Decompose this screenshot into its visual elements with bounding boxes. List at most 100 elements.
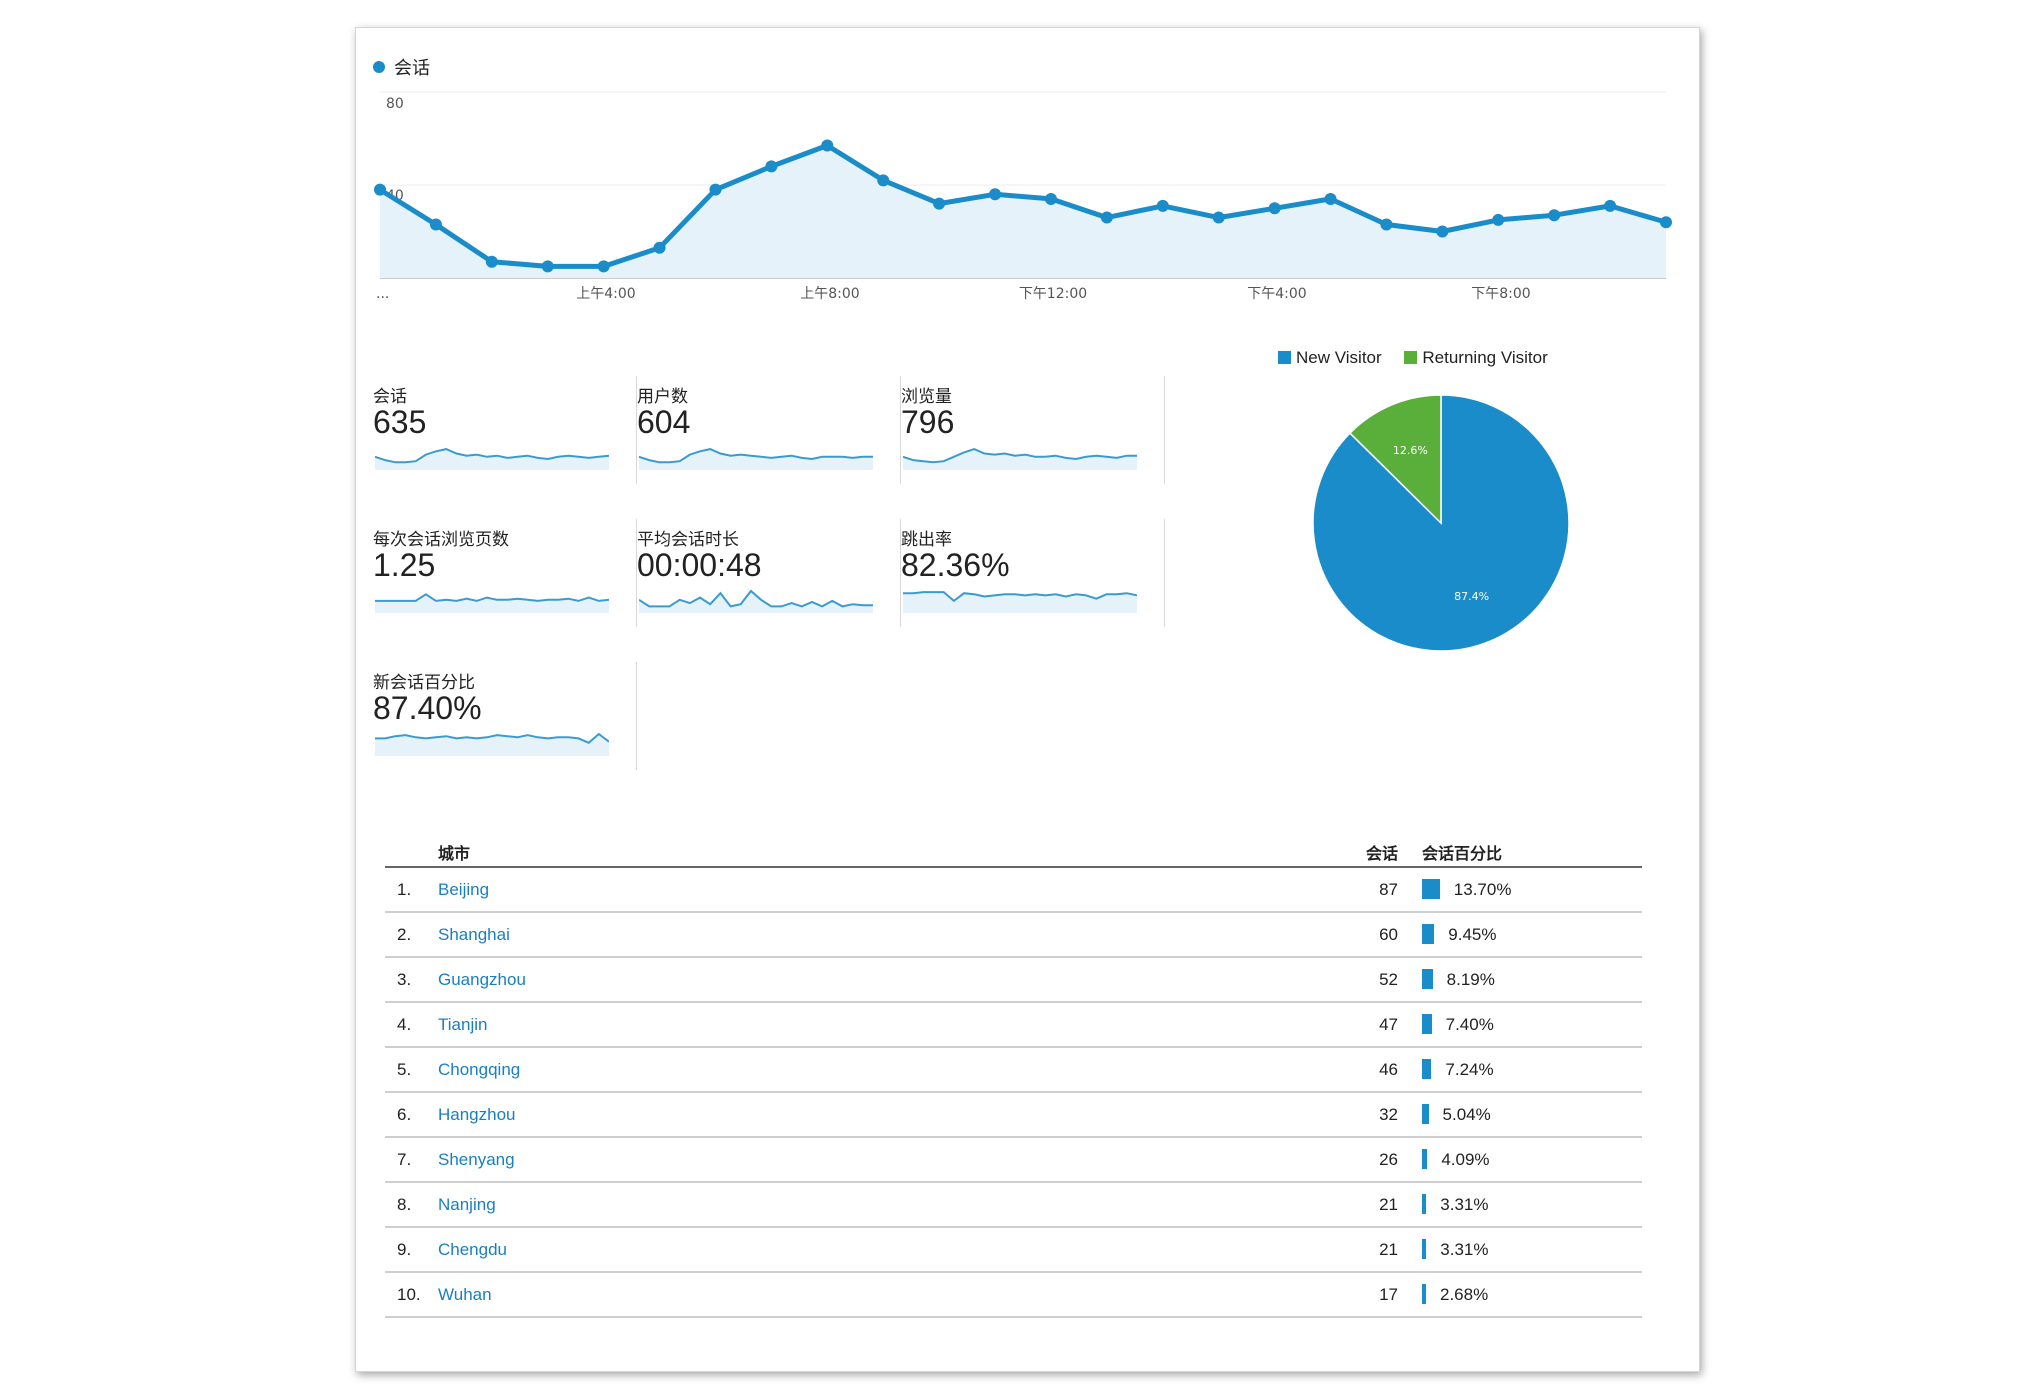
data-point[interactable] [765,160,778,173]
data-point[interactable] [1660,216,1672,229]
metric-new-sessions-pct[interactable]: 新会话百分比 87.40% [373,662,637,770]
row-sessions: 26 [1338,1137,1422,1183]
city-link[interactable]: Hangzhou [438,1092,1338,1138]
city-table: 城市 会话 会话百分比 1. Beijing 87 13.70% 2. Shanghai 6… [385,837,1642,1318]
city-link[interactable]: Chengdu [438,1227,1338,1273]
row-pct: 7.24% [1445,1060,1494,1079]
metric-label: 会话 [373,387,407,407]
city-link[interactable]: Shanghai [438,912,1338,958]
sparkline-area [903,592,1137,613]
data-point[interactable] [1492,213,1505,226]
legend-swatch [1278,351,1291,364]
pct-bar [1422,924,1435,944]
city-link[interactable]: Beijing [438,867,1338,913]
data-point[interactable] [1548,209,1561,222]
metric-users[interactable]: 用户数 604 [637,376,901,484]
metric-sparkline [375,732,609,756]
pie-legend-item[interactable]: New Visitor [1278,348,1382,368]
table-row: 4. Tianjin 47 7.40% [385,1002,1642,1048]
row-pct: 2.68% [1440,1285,1489,1304]
data-point[interactable] [541,260,554,273]
table-header-row: 城市 会话 会话百分比 [385,837,1642,868]
legend-label: 会话 [394,58,430,79]
row-rank: 2. [385,912,438,958]
city-column-header[interactable]: 城市 [438,837,1338,868]
metric-sessions[interactable]: 会话 635 [373,376,637,484]
x-tick-label: 上午8:00 [800,286,859,302]
metric-avg-session-duration[interactable]: 平均会话时长 00:00:48 [637,519,901,627]
metric-value: 796 [901,404,955,440]
metric-value: 1.25 [373,547,436,583]
data-point[interactable] [485,255,498,268]
city-link[interactable]: Shenyang [438,1137,1338,1183]
x-tick-label: 下午12:00 [1019,286,1087,302]
city-link[interactable]: Guangzhou [438,957,1338,1003]
data-point[interactable] [933,197,946,210]
table-row: 9. Chengdu 21 3.31% [385,1227,1642,1273]
row-rank: 9. [385,1227,438,1273]
data-point[interactable] [877,174,890,187]
metric-label: 新会话百分比 [373,673,475,693]
pct-column-header[interactable]: 会话百分比 [1422,837,1642,868]
sparkline-line [375,593,609,602]
rank-header [385,837,438,868]
data-point[interactable] [1156,199,1169,212]
table-row: 2. Shanghai 60 9.45% [385,912,1642,958]
pct-bar [1422,879,1440,899]
data-point[interactable] [709,183,722,196]
visitor-type-pie-chart: 87.4% 12.6% [1312,394,1570,652]
row-rank: 5. [385,1047,438,1093]
sparkline-area [375,594,609,613]
row-pct: 13.70% [1453,880,1512,899]
pie-slice-returning-visitor[interactable] [1348,394,1442,525]
legend-swatch [1404,351,1418,364]
city-link[interactable]: Tianjin [438,1002,1338,1048]
row-sessions: 46 [1338,1047,1422,1093]
row-sessions: 52 [1338,957,1422,1003]
x-tick-label: 上午4:00 [576,286,635,302]
data-point[interactable] [597,260,610,273]
data-point[interactable] [821,139,834,152]
sessions-column-header[interactable]: 会话 [1338,837,1422,868]
pie-slice-label: 12.6% [1393,444,1428,457]
data-point[interactable] [374,183,386,196]
row-sessions: 60 [1338,912,1422,958]
data-point[interactable] [429,218,442,231]
row-pct-cell: 7.24% [1422,1047,1642,1093]
city-link[interactable]: Nanjing [438,1182,1338,1228]
metric-pages-per-session[interactable]: 每次会话浏览页数 1.25 [373,519,637,627]
metric-sparkline [375,593,609,613]
metric-bounce-rate[interactable]: 跳出率 82.36% [901,519,1165,627]
data-point[interactable] [1324,192,1337,205]
city-link[interactable]: Wuhan [438,1272,1338,1318]
metric-value: 82.36% [901,547,1010,583]
row-sessions: 21 [1338,1227,1422,1273]
metric-pageviews[interactable]: 浏览量 796 [901,376,1165,484]
metric-sparkline [639,589,873,613]
row-pct-cell: 5.04% [1422,1092,1642,1138]
data-point[interactable] [1044,192,1057,205]
pct-bar [1422,1239,1427,1259]
metric-sparkline [375,448,609,470]
pie-legend-label: Returning Visitor [1422,348,1548,367]
pie-legend-item[interactable]: Returning Visitor [1404,348,1548,368]
data-point[interactable] [1604,199,1617,212]
sparkline-line [903,591,1137,603]
data-point[interactable] [1380,218,1393,231]
data-point[interactable] [653,241,666,254]
row-rank: 6. [385,1092,438,1138]
sparkline-line [639,448,873,464]
data-point[interactable] [1436,225,1449,238]
sessions-line-chart: 会话 80 40 ... 上午4:00 上午8:00 下午12:00 下午4:0… [373,58,1672,302]
sparkline-line [903,448,1137,464]
city-link[interactable]: Chongqing [438,1047,1338,1093]
row-pct: 8.19% [1446,970,1495,989]
pct-bar [1422,969,1433,989]
row-pct: 3.31% [1440,1195,1489,1214]
table-row: 8. Nanjing 21 3.31% [385,1182,1642,1228]
data-point[interactable] [989,188,1002,201]
data-point[interactable] [1100,211,1113,224]
row-sessions: 17 [1338,1272,1422,1318]
data-point[interactable] [1268,202,1281,215]
data-point[interactable] [1212,211,1225,224]
